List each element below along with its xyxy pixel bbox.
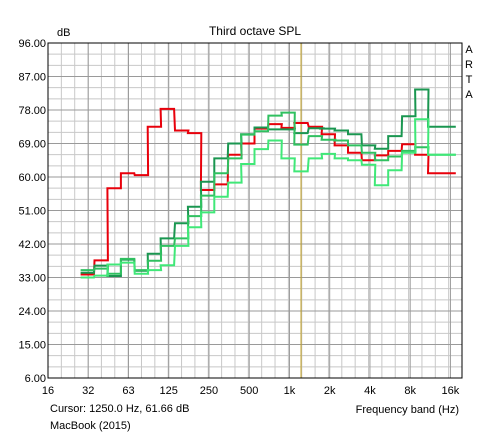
series-layer bbox=[80, 88, 456, 279]
y-tick-label: 60.00 bbox=[18, 172, 46, 184]
x-axis-ticks: 16 32 63 125 250 500 1k 2k 4k 8k 16k bbox=[42, 385, 460, 397]
watermark-letter: A bbox=[465, 44, 473, 56]
y-tick-label: 42.00 bbox=[18, 239, 46, 251]
y-axis-label: dB bbox=[57, 27, 70, 39]
x-tick-label: 8k bbox=[404, 385, 416, 397]
x-tick-label: 4k bbox=[364, 385, 376, 397]
chart-title: Third octave SPL bbox=[209, 24, 301, 38]
x-tick-label: 63 bbox=[122, 385, 134, 397]
y-tick-label: 6.00 bbox=[25, 373, 46, 385]
cursor-label: Cursor: bbox=[50, 403, 87, 415]
device-label: MacBook (2015) bbox=[50, 420, 131, 432]
watermark-letter: T bbox=[466, 74, 473, 86]
x-tick-label: 1k bbox=[284, 385, 296, 397]
y-tick-label: 15.00 bbox=[18, 340, 46, 352]
y-tick-label: 87.00 bbox=[18, 72, 46, 84]
cursor-value: 1250.0 Hz, 61.66 dB bbox=[89, 403, 190, 415]
x-tick-label: 32 bbox=[82, 385, 94, 397]
x-tick-label: 125 bbox=[160, 385, 178, 397]
y-tick-label: 78.00 bbox=[18, 105, 46, 117]
x-tick-label: 16 bbox=[42, 385, 54, 397]
y-tick-label: 51.00 bbox=[18, 206, 46, 218]
x-tick-label: 250 bbox=[200, 385, 218, 397]
y-tick-label: 33.00 bbox=[18, 273, 46, 285]
y-axis-ticks: 96.00 87.00 78.00 69.00 60.00 51.00 42.00 33.00… bbox=[18, 38, 46, 385]
series-line-4 bbox=[80, 118, 456, 279]
watermark-letter: A bbox=[465, 89, 473, 101]
x-axis-label: Frequency band (Hz) bbox=[356, 404, 459, 416]
watermark-letter: R bbox=[465, 59, 473, 71]
plot-frame bbox=[47, 42, 463, 379]
y-tick-label: 24.00 bbox=[18, 306, 46, 318]
x-tick-label: 16k bbox=[442, 385, 460, 397]
cursor-readout: Cursor: 1250.0 Hz, 61.66 dB bbox=[50, 403, 189, 415]
y-tick-label: 96.00 bbox=[18, 38, 46, 50]
y-tick-label: 69.00 bbox=[18, 139, 46, 151]
grid bbox=[47, 42, 463, 379]
x-tick-label: 500 bbox=[240, 385, 258, 397]
series-line-3 bbox=[80, 111, 456, 275]
x-tick-label: 2k bbox=[324, 385, 336, 397]
